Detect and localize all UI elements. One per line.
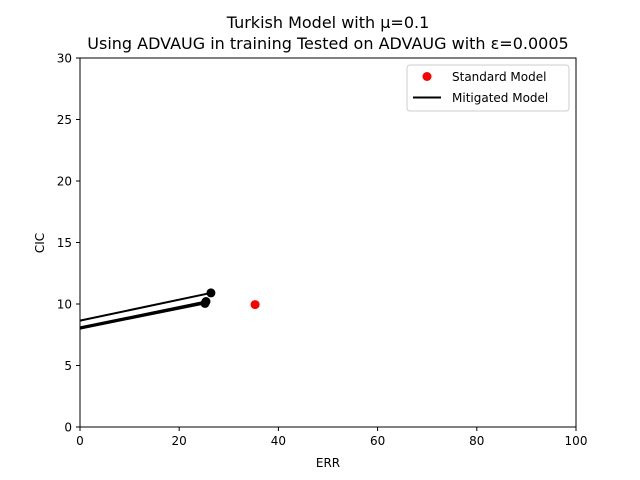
y-tick-label: 20 <box>57 175 72 189</box>
legend-standard-marker <box>422 72 432 81</box>
x-axis-label: ERR <box>316 456 340 470</box>
y-tick-label: 25 <box>57 113 72 127</box>
legend-mitigated-label: Mitigated Model <box>452 91 548 105</box>
mitigated-line <box>79 300 207 329</box>
y-tick-label: 15 <box>57 236 72 250</box>
x-tick-label: 80 <box>469 434 484 448</box>
x-tick-label: 100 <box>565 434 588 448</box>
x-tick-label: 60 <box>370 434 385 448</box>
legend: Standard Model Mitigated Model <box>406 64 570 112</box>
legend-frame <box>406 64 570 112</box>
x-tick-label: 0 <box>76 434 84 448</box>
plot-area <box>79 57 577 428</box>
chart-marks <box>79 288 260 330</box>
y-tick-label: 5 <box>64 359 72 373</box>
y-tick-label: 0 <box>64 421 72 435</box>
x-tick-label: 40 <box>271 434 286 448</box>
chart-title-line1: Turkish Model with μ=0.1 <box>226 13 430 32</box>
x-axis-ticks: 0 20 40 60 80 100 <box>76 427 587 448</box>
mitigated-line <box>79 302 206 330</box>
axes-frame <box>79 57 577 428</box>
y-axis-label: CIC <box>33 233 47 253</box>
mitigated-endpoint <box>200 298 210 308</box>
legend-standard-label: Standard Model <box>452 70 546 84</box>
y-tick-label: 30 <box>57 52 72 66</box>
standard-point <box>250 300 260 310</box>
mitigated-line <box>79 291 212 322</box>
y-tick-label: 10 <box>57 298 72 312</box>
y-axis-ticks: 0 5 10 15 20 25 30 <box>57 52 80 435</box>
mitigated-endpoint <box>206 288 216 298</box>
chart-title-line2: Using ADVAUG in training Tested on ADVAU… <box>87 34 568 53</box>
x-tick-label: 20 <box>172 434 187 448</box>
